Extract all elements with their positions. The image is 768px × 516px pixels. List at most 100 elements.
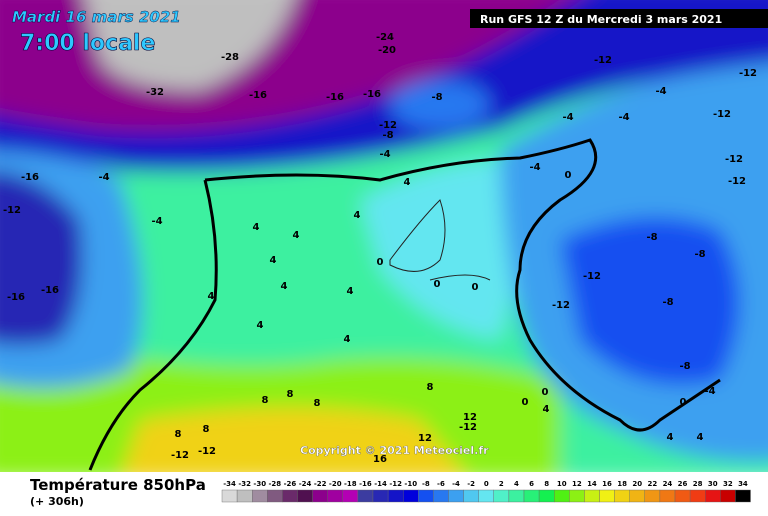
legend-label: 24 bbox=[663, 480, 673, 488]
contour-label: 8 bbox=[175, 429, 182, 440]
contour-label: -12 bbox=[728, 176, 746, 187]
contour-label: -16 bbox=[21, 172, 39, 183]
contour-label: -12 bbox=[3, 205, 21, 216]
contour-label: -28 bbox=[221, 52, 239, 63]
contour-label: 4 bbox=[354, 210, 361, 221]
contour-label: 0 bbox=[434, 279, 441, 290]
legend-swatch bbox=[705, 489, 721, 503]
legend-swatch bbox=[629, 489, 646, 503]
legend-label: -14 bbox=[374, 480, 387, 488]
contour-label: -8 bbox=[646, 232, 657, 243]
contour-labels: -28-24-20-16-32 -16 -16 -8-12-8-4-12-12-4-1… bbox=[3, 32, 757, 465]
contour-label: 4 bbox=[293, 230, 300, 241]
legend-swatch bbox=[403, 489, 419, 503]
legend-label: 18 bbox=[617, 480, 627, 488]
legend-swatch bbox=[644, 489, 661, 503]
legend-swatch bbox=[569, 489, 585, 503]
legend-label: 22 bbox=[647, 480, 657, 488]
contour-label: -12 bbox=[583, 271, 601, 282]
legend-label: -4 bbox=[452, 480, 460, 488]
legend-label: 2 bbox=[499, 480, 504, 488]
contour-label: -24 bbox=[376, 32, 394, 43]
contour-label: -4 bbox=[562, 112, 573, 123]
contour-label: -12 bbox=[552, 300, 570, 311]
contour-label: -12 bbox=[379, 120, 397, 131]
contour-label: -4 bbox=[98, 172, 109, 183]
legend-swatch bbox=[508, 489, 525, 503]
legend-swatch bbox=[267, 489, 283, 503]
copyright: Copyright © 2021 Meteociel.fr bbox=[300, 444, 489, 457]
contour-label: -8 bbox=[662, 297, 673, 308]
contour-label: 8 bbox=[203, 424, 210, 435]
contour-label: -32 bbox=[146, 87, 164, 98]
contour-label: -12 bbox=[171, 450, 189, 461]
legend-label: -18 bbox=[344, 480, 357, 488]
legend-swatch bbox=[735, 489, 751, 503]
legend-label: -10 bbox=[404, 480, 417, 488]
contour-label: 16 bbox=[373, 454, 387, 465]
legend-swatch bbox=[554, 489, 570, 503]
contour-label: -8 bbox=[431, 92, 442, 103]
contour-label: 4 bbox=[667, 432, 674, 443]
legend-swatch bbox=[297, 489, 313, 503]
contour-label: -4 bbox=[618, 112, 629, 123]
contour-label: -16 bbox=[249, 90, 267, 101]
legend-swatch bbox=[387, 489, 404, 503]
contour-label: -4 bbox=[655, 86, 666, 97]
legend-label: -20 bbox=[329, 480, 342, 488]
contour-label: 0 bbox=[542, 387, 549, 398]
contour-label: -12 bbox=[594, 55, 612, 66]
contour-label: 4 bbox=[344, 334, 351, 345]
legend-swatch bbox=[659, 489, 676, 503]
legend-label: -8 bbox=[422, 480, 430, 488]
legend-swatch bbox=[538, 489, 555, 503]
color-legend: -34 -32 -30 -28 -26 -24 -22 -20 -18 -16 -14 -12 -10-… bbox=[221, 480, 751, 503]
legend-swatch bbox=[689, 489, 706, 503]
contour-label: -4 bbox=[151, 216, 162, 227]
legend-label: 10 bbox=[557, 480, 567, 488]
legend-swatch bbox=[720, 489, 736, 503]
contour-label: 8 bbox=[262, 395, 269, 406]
legend-label: -34 bbox=[223, 480, 236, 488]
legend-swatch bbox=[357, 489, 374, 503]
legend-label: 8 bbox=[544, 480, 549, 488]
legend-label: 6 bbox=[529, 480, 534, 488]
contour-label: 4 bbox=[697, 432, 704, 443]
contour-label: 8 bbox=[427, 382, 434, 393]
legend-label: 34 bbox=[738, 480, 748, 488]
contour-label: 4 bbox=[257, 320, 264, 331]
run-info: Run GFS 12 Z du Mercredi 3 mars 2021 bbox=[480, 13, 722, 26]
legend-label: 30 bbox=[708, 480, 718, 488]
legend-swatch bbox=[418, 489, 434, 503]
legend-swatch bbox=[463, 489, 479, 503]
legend-swatch bbox=[327, 489, 344, 503]
legend-swatch bbox=[478, 489, 495, 503]
contour-label: 8 bbox=[287, 389, 294, 400]
contour-label: 4 bbox=[543, 404, 550, 415]
contour-label: 0 bbox=[472, 282, 479, 293]
legend-label: 28 bbox=[693, 480, 703, 488]
contour-label: 0 bbox=[377, 257, 384, 268]
lead-time: (+ 306h) bbox=[30, 495, 84, 508]
contour-label: 4 bbox=[347, 286, 354, 297]
contour-label: 4 bbox=[270, 255, 277, 266]
zero-isotherm bbox=[88, 138, 721, 471]
legend-label: -26 bbox=[284, 480, 297, 488]
legend-label: -2 bbox=[467, 480, 475, 488]
contour-label: -16 bbox=[41, 285, 59, 296]
contour-label: -12 bbox=[198, 446, 216, 457]
field-title: Température 850hPa bbox=[30, 476, 206, 494]
legend-label: 32 bbox=[723, 480, 733, 488]
contour-label: 4 bbox=[404, 177, 411, 188]
legend-label: -16 bbox=[359, 480, 372, 488]
run-box bbox=[470, 9, 768, 28]
legend-label: -24 bbox=[299, 480, 312, 488]
date: Mardi 16 mars 2021 bbox=[12, 8, 181, 26]
legend-swatch bbox=[584, 489, 600, 503]
legend-label: -6 bbox=[437, 480, 445, 488]
legend-swatch bbox=[433, 489, 449, 503]
legend-label: -28 bbox=[269, 480, 282, 488]
contour-label: -4 bbox=[529, 162, 540, 173]
legend-label: 12 bbox=[572, 480, 582, 488]
